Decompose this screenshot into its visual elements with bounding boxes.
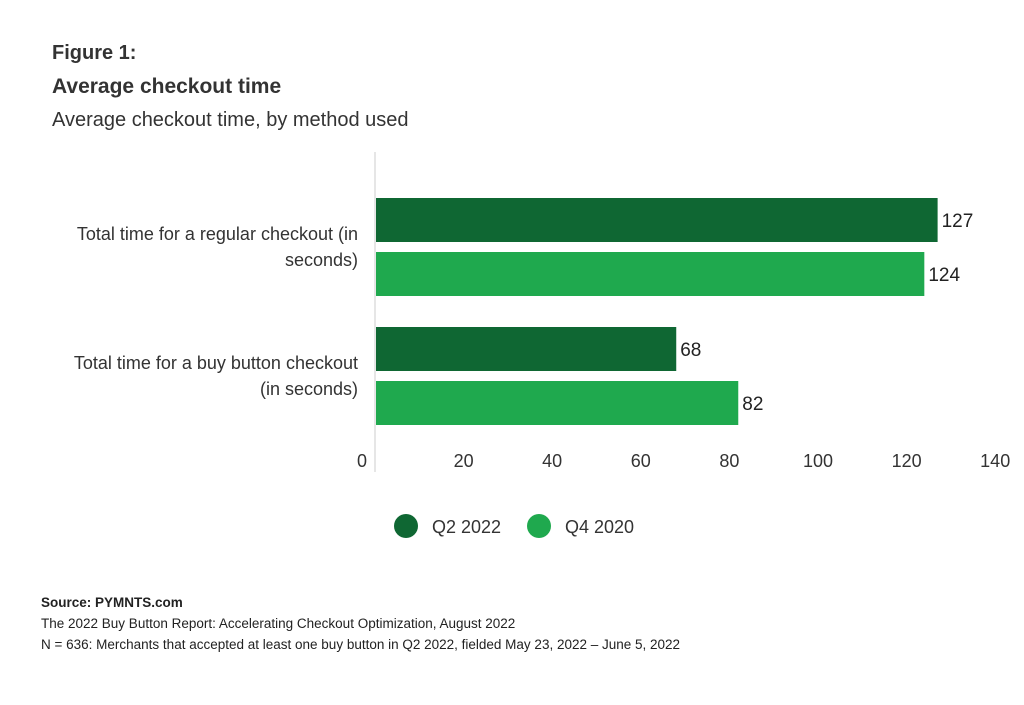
x-tick-label: 140 <box>980 451 1010 471</box>
category-label: seconds) <box>285 250 358 270</box>
figure-label: Figure 1: <box>52 42 137 64</box>
category-label: (in seconds) <box>260 379 358 399</box>
footer-notes: Source: PYMNTS.com The 2022 Buy Button R… <box>41 592 680 655</box>
data-label: 124 <box>928 265 960 286</box>
x-tick-label: 20 <box>454 451 474 471</box>
sample-note: N = 636: Merchants that accepted at leas… <box>41 637 681 652</box>
source-note: Source: PYMNTS.com <box>41 595 183 610</box>
bar-q4-2020-1 <box>376 381 739 425</box>
legend-marker-0 <box>394 514 418 538</box>
legend-label: Q4 2020 <box>565 517 634 537</box>
bar-q2-2022-0 <box>376 198 938 242</box>
x-tick-label: 60 <box>631 451 651 471</box>
data-label: 82 <box>742 394 763 415</box>
bar-q4-2020-0 <box>376 252 925 296</box>
x-tick-label: 120 <box>892 451 922 471</box>
chart-subtitle: Average checkout time, by method used <box>52 109 409 131</box>
x-tick-label: 0 <box>357 451 367 471</box>
data-label: 127 <box>942 211 974 232</box>
legend-label: Q2 2022 <box>432 517 501 537</box>
bar-q2-2022-1 <box>376 327 677 371</box>
x-tick-label: 80 <box>719 451 739 471</box>
x-tick-label: 100 <box>803 451 833 471</box>
data-label: 68 <box>680 340 701 361</box>
legend-marker-1 <box>527 514 551 538</box>
category-label: Total time for a buy button checkout <box>74 353 358 373</box>
report-note: The 2022 Buy Button Report: Accelerating… <box>41 616 516 631</box>
chart-title: Average checkout time <box>52 75 282 98</box>
category-label: Total time for a regular checkout (in <box>77 224 358 244</box>
x-tick-label: 40 <box>542 451 562 471</box>
